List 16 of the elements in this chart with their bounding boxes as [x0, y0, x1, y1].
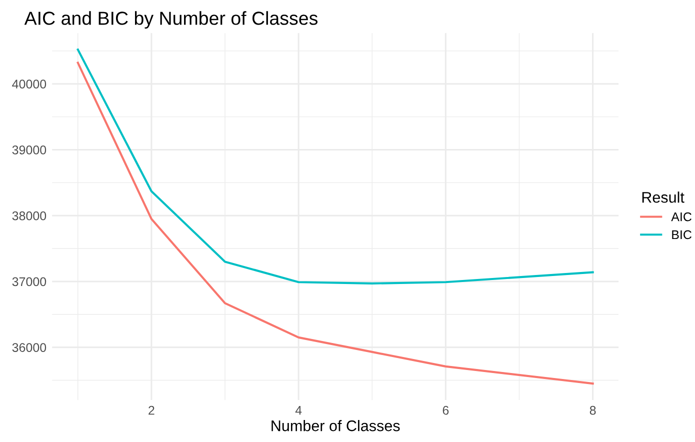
y-tick-label: 40000 [12, 80, 46, 89]
line-series [76, 48, 594, 284]
legend-label: AIC [671, 212, 692, 222]
x-axis-title: Number of Classes [272, 420, 400, 432]
x-tick-label: 8 [590, 406, 596, 415]
y-tick-label: 36000 [12, 343, 46, 352]
x-tick-label: 2 [148, 406, 154, 415]
legend-title: Result [642, 192, 684, 203]
y-tick-label: 38000 [12, 211, 46, 220]
x-tick-label: 6 [442, 406, 449, 415]
line-series [76, 62, 594, 385]
y-tick-label: 37000 [12, 277, 46, 286]
x-tick-label: 4 [295, 406, 302, 415]
chart-title: AIC and BIC by Number of Classes [24, 11, 318, 29]
y-tick-label: 39000 [12, 146, 46, 154]
legend-label: BIC [672, 230, 692, 240]
